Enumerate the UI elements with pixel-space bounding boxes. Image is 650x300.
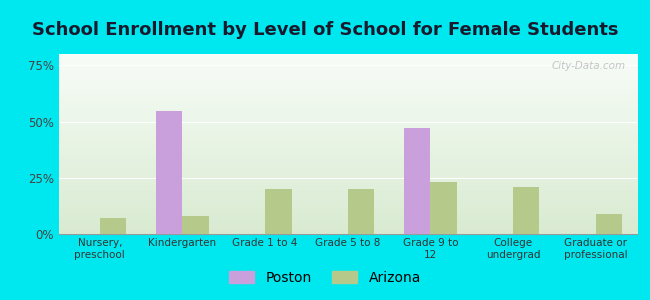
Bar [100, 218, 126, 234]
Legend: Poston, Arizona: Poston, Arizona [224, 265, 426, 290]
Bar [595, 214, 622, 234]
Bar [156, 111, 183, 234]
Bar [183, 216, 209, 234]
Text: City-Data.com: City-Data.com [551, 61, 625, 71]
Text: School Enrollment by Level of School for Female Students: School Enrollment by Level of School for… [32, 21, 618, 39]
Bar [513, 187, 540, 234]
Bar [430, 182, 457, 234]
Bar [404, 128, 430, 234]
Bar [265, 189, 292, 234]
Bar [348, 189, 374, 234]
